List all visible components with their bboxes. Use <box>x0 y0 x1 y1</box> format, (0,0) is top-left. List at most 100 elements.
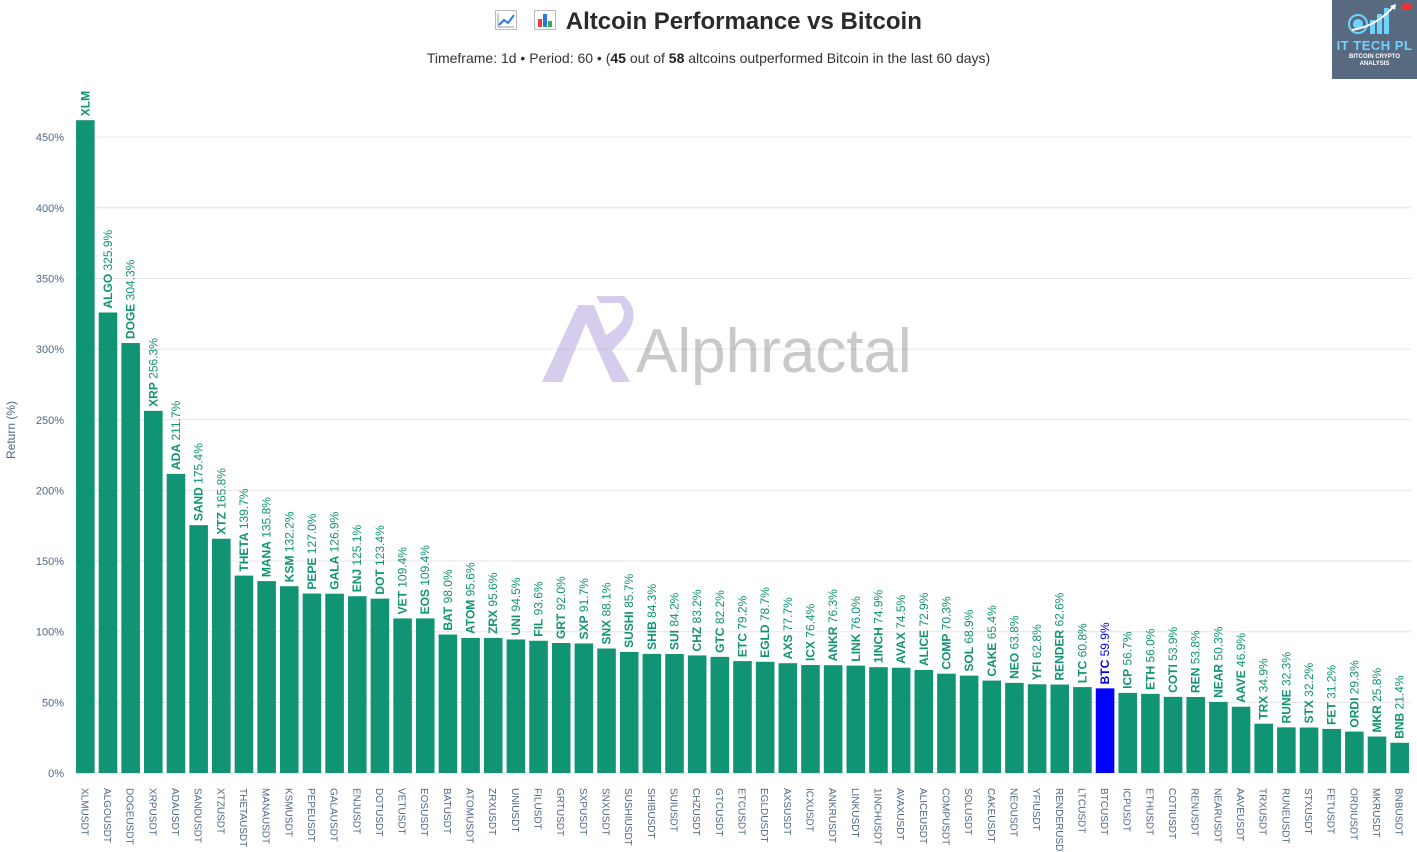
bar-renderusdt <box>1050 684 1070 773</box>
x-tick-label: YFIUSDT <box>1030 788 1041 831</box>
x-tick-label: AVAXUSDT <box>894 788 905 840</box>
bar-avaxusdt <box>891 667 911 773</box>
y-tick-label: 250% <box>36 415 64 427</box>
data-label-enjusdt: ENJ 125.1% <box>350 525 364 593</box>
x-tick-label: SANDUSDT <box>192 788 203 843</box>
bar-galausdt <box>325 593 344 773</box>
x-tick-label: ANKRUSDT <box>826 788 837 843</box>
x-tick-label: SUIUSDT <box>668 788 679 832</box>
bar-xrpusdt <box>144 410 163 773</box>
x-tick-label: RUNEUSDT <box>1279 788 1290 844</box>
bar-filusdt <box>529 640 548 773</box>
bar-xtzusdt <box>212 538 231 773</box>
bar-bnbusdt <box>1390 742 1409 773</box>
x-tick-label: THETAUSDT <box>237 788 248 847</box>
x-tick-label: CAKEUSDT <box>985 788 996 842</box>
watermark-text: Alphractal <box>636 317 912 386</box>
watermark-logo-icon <box>542 296 634 382</box>
bar-fetusdt <box>1322 728 1341 773</box>
data-label-compusdt: COMP 70.3% <box>939 596 953 670</box>
bar-ksmusdt <box>279 586 299 773</box>
data-label-1inchusdt: 1INCH 74.9% <box>871 589 885 663</box>
x-tick-label: PEPEUSDT <box>305 788 316 842</box>
x-tick-label: COTIUSDT <box>1166 788 1177 839</box>
x-tick-label: MANAUSDT <box>260 788 271 844</box>
bar-enjusdt <box>347 596 367 773</box>
x-tick-label: FETUSDT <box>1325 788 1336 834</box>
chart-title-text: Altcoin Performance vs Bitcoin <box>565 8 922 35</box>
x-tick-label: XTZUSDT <box>214 788 225 834</box>
bar-neousdt <box>1005 682 1024 773</box>
logo-subtitle-line1: BITCOIN CRYPTO <box>1348 54 1400 60</box>
data-label-axsusdt: AXS 77.7% <box>781 597 795 659</box>
x-tick-label: STXUSDT <box>1302 788 1313 835</box>
x-tick-label: GTCUSDT <box>713 788 724 836</box>
bar-dotusdt <box>370 598 390 773</box>
y-tick-label: 100% <box>36 627 64 639</box>
bar-atomusdt <box>461 637 480 773</box>
bar-compusdt <box>937 673 956 773</box>
bar-trxusdt <box>1254 723 1273 773</box>
data-label-algousdt: ALGO 325.9% <box>101 229 115 308</box>
bar-icxusdt <box>801 665 820 773</box>
data-label-ethusdt: ETH 56.0% <box>1143 628 1157 690</box>
bar-batusdt <box>438 634 458 773</box>
data-label-runeusdt: RUNE 32.3% <box>1279 652 1293 724</box>
data-label-atomusdt: ATOM 95.6% <box>464 562 478 634</box>
data-label-icpusdt: ICP 56.7% <box>1121 631 1135 689</box>
x-tick-label: XRPUSDT <box>146 788 157 836</box>
data-label-ordiusdt: ORDI 29.3% <box>1347 660 1361 728</box>
data-label-dogeusdt: DOGE 304.3% <box>124 259 138 339</box>
data-label-snxusdt: SNX 88.1% <box>600 582 614 644</box>
x-tick-label: CHZUSDT <box>690 788 701 836</box>
x-tick-label: EGLDUSDT <box>758 788 769 842</box>
bar-aaveusdt <box>1231 706 1251 773</box>
data-label-nearusdt: NEAR 50.3% <box>1211 626 1225 698</box>
y-tick-label: 400% <box>36 203 64 215</box>
x-tick-label: ADAUSDT <box>169 788 180 836</box>
alphractal-watermark: Alphractal <box>542 296 912 386</box>
bar-shibusdt <box>642 653 662 773</box>
data-label-icxusdt: ICX 76.4% <box>803 603 817 661</box>
x-tick-label: AXSUSDT <box>781 788 792 835</box>
data-label-linkusdt: LINK 76.0% <box>849 596 863 662</box>
data-label-grtusdt: GRT 92.0% <box>554 576 568 639</box>
data-label-aaveusdt: AAVE 46.9% <box>1234 633 1248 703</box>
x-tick-label: BTCUSDT <box>1098 788 1109 835</box>
x-tick-label: ENJUSDT <box>350 788 361 834</box>
x-tick-label: ALICEUSDT <box>917 788 928 844</box>
bar-thetausdt <box>234 575 254 773</box>
x-tick-label: ETHUSDT <box>1143 788 1154 835</box>
logo-graphic-icon <box>1348 3 1411 34</box>
x-tick-label: RENDERUSDT <box>1053 788 1064 852</box>
data-label-eosusdt: EOS 109.4% <box>418 545 432 615</box>
data-label-batusdt: BAT 98.0% <box>441 569 455 630</box>
data-label-etcusdt: ETC 79.2% <box>736 595 750 657</box>
x-tick-label: 1INCHUSDT <box>871 788 882 845</box>
x-tick-label: UNIUSDT <box>509 788 520 832</box>
data-label-mkrusdt: MKR 25.8% <box>1370 668 1384 733</box>
x-tick-label: SOLUSDT <box>962 788 973 835</box>
bar-sushiusdt <box>619 651 639 773</box>
x-tick-label: ICPUSDT <box>1121 788 1132 832</box>
data-label-cotiusdt: COTI 53.9% <box>1166 626 1180 692</box>
data-label-zrxusdt: ZRX 95.6% <box>486 572 500 634</box>
data-label-adausdt: ADA 211.7% <box>169 400 183 469</box>
x-tick-label: LTCUSDT <box>1075 788 1086 833</box>
y-tick-label: 450% <box>36 132 64 144</box>
data-label-trxusdt: TRX 34.9% <box>1257 658 1271 720</box>
x-tick-label: VETUSDT <box>396 788 407 835</box>
bar-adausdt <box>166 473 186 773</box>
data-label-thetausdt: THETA 139.7% <box>237 488 251 571</box>
y-tick-label: 350% <box>36 273 64 285</box>
x-tick-label: ATOMUSDT <box>464 788 475 843</box>
data-label-solusdt: SOL 68.9% <box>962 609 976 671</box>
y-axis-label: Return (%) <box>4 401 18 459</box>
data-label-gtcusdt: GTC 82.2% <box>713 590 727 653</box>
x-tick-label: LINKUSDT <box>849 788 860 837</box>
y-tick-label: 300% <box>36 344 64 356</box>
data-label-sushiusdt: SUSHI 85.7% <box>622 574 636 648</box>
subtitle-suffix: altcoins outperformed Bitcoin in the las… <box>684 50 991 66</box>
bar-sxpusdt <box>574 643 594 773</box>
